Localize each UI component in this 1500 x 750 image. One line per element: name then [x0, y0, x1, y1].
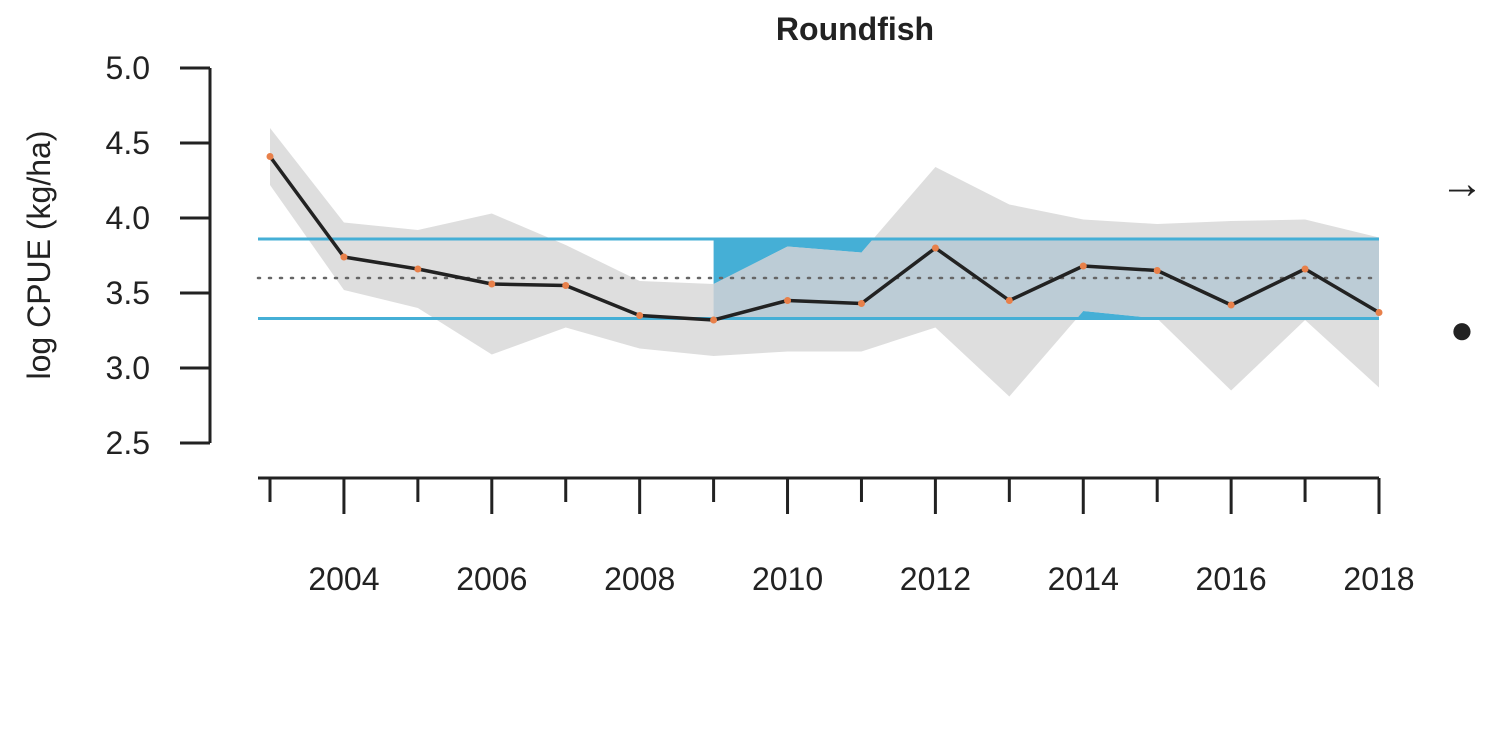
x-tick-label: 2004 — [308, 561, 379, 597]
data-point-2011 — [857, 300, 865, 307]
y-tick-label: 3.5 — [106, 275, 150, 311]
status-dot-icon: ● — [1450, 308, 1474, 352]
y-tick-label: 5.0 — [106, 50, 150, 86]
data-point-2012 — [931, 244, 939, 252]
trend-arrow-icon: → — [1440, 159, 1484, 208]
y-tick-label: 4.5 — [106, 125, 150, 161]
data-point-2007 — [562, 282, 570, 289]
data-point-2015 — [1153, 267, 1161, 274]
data-point-2003 — [266, 153, 274, 160]
x-tick-label: 2018 — [1343, 561, 1414, 597]
x-tick-label: 2008 — [604, 561, 675, 597]
data-point-2014 — [1079, 262, 1087, 270]
data-point-2010 — [784, 297, 792, 304]
x-tick-label: 2012 — [900, 561, 971, 597]
series-line — [268, 155, 1380, 322]
data-point-2005 — [414, 265, 422, 273]
chart-title: Roundfish — [776, 11, 934, 47]
axes: 2.5 3.0 3.5 4.0 4.5 5.0 2004 2006 2008 2010 2012 20… — [106, 50, 1415, 597]
data-point-2016 — [1227, 301, 1235, 309]
y-tick-label: 4.0 — [106, 200, 150, 236]
data-point-2008 — [636, 312, 644, 319]
data-point-2009 — [710, 316, 718, 324]
data-point-2013 — [1005, 297, 1013, 304]
plot-area — [256, 128, 1383, 397]
x-tick-label: 2016 — [1196, 561, 1267, 597]
data-point-2017 — [1301, 265, 1309, 273]
band-interval-overlap — [713, 239, 1379, 319]
x-tick-label: 2006 — [456, 561, 527, 597]
x-tick-label: 2010 — [752, 561, 823, 597]
data-point-2004 — [340, 253, 348, 261]
y-tick-label: 2.5 — [106, 425, 150, 461]
y-axis-title: log CPUE (kg/ha) — [21, 131, 57, 380]
data-point-2018 — [1375, 309, 1383, 316]
y-tick-label: 3.0 — [106, 350, 150, 386]
x-tick-label: 2014 — [1048, 561, 1119, 597]
data-point-2006 — [488, 280, 496, 288]
